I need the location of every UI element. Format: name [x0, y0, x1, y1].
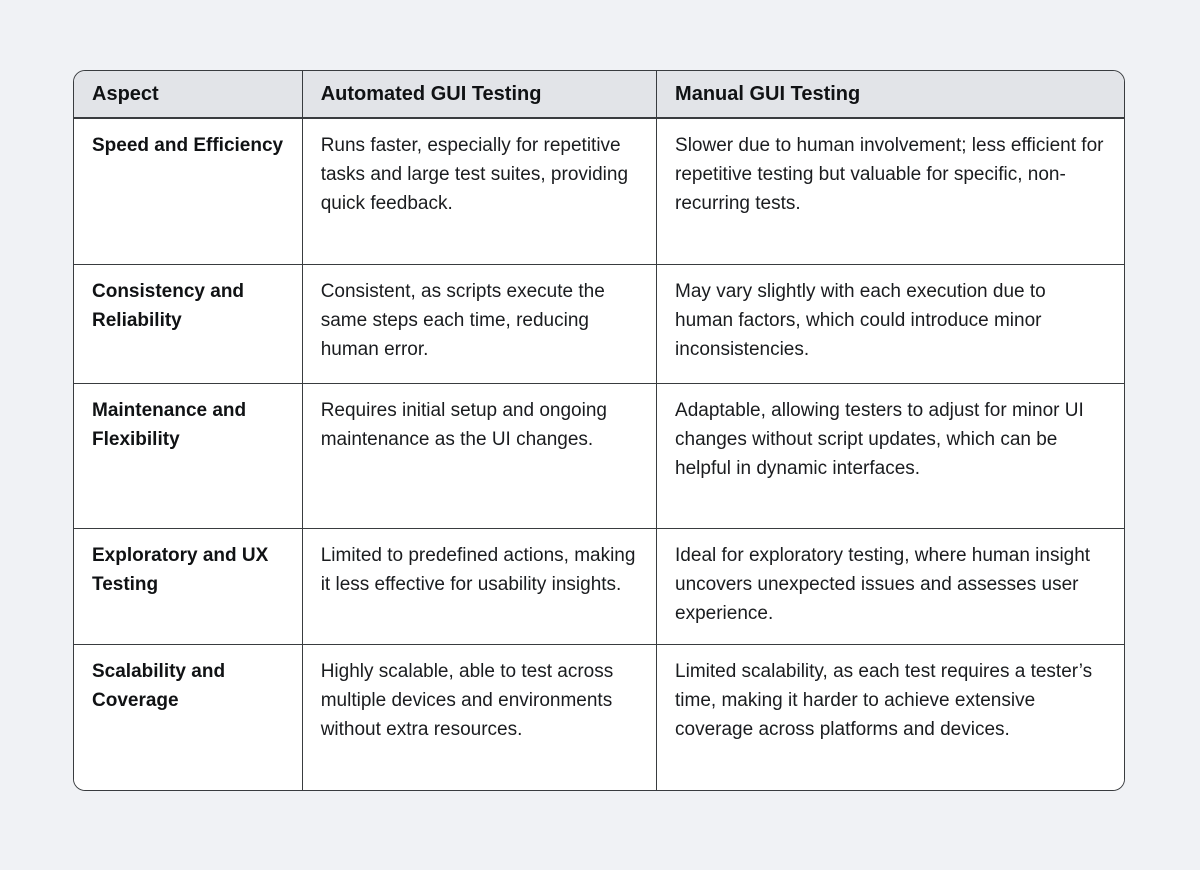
cell-manual: Adaptable, allowing testers to adjust fo…	[656, 383, 1124, 529]
cell-aspect: Maintenance and Flexibility	[74, 383, 303, 529]
table-body: Speed and Efficiency Runs faster, especi…	[74, 118, 1124, 790]
table-row: Scalability and Coverage Highly scalable…	[74, 644, 1124, 790]
comparison-table-container: Aspect Automated GUI Testing Manual GUI …	[73, 70, 1125, 791]
cell-manual: Slower due to human involvement; less ef…	[656, 118, 1124, 265]
table-row: Speed and Efficiency Runs faster, especi…	[74, 118, 1124, 265]
cell-automated: Limited to predefined actions, making it…	[302, 528, 658, 645]
cell-manual: May vary slightly with each execution du…	[656, 264, 1124, 384]
table-row: Consistency and Reliability Consistent, …	[74, 264, 1124, 384]
column-header-automated: Automated GUI Testing	[302, 71, 658, 119]
header-row: Aspect Automated GUI Testing Manual GUI …	[74, 71, 1124, 119]
column-header-manual: Manual GUI Testing	[656, 71, 1124, 119]
cell-aspect: Speed and Efficiency	[74, 118, 303, 265]
cell-manual: Ideal for exploratory testing, where hum…	[656, 528, 1124, 645]
gui-testing-comparison-table: Aspect Automated GUI Testing Manual GUI …	[74, 71, 1124, 790]
table-header: Aspect Automated GUI Testing Manual GUI …	[74, 71, 1124, 119]
cell-automated: Consistent, as scripts execute the same …	[302, 264, 658, 384]
cell-aspect: Exploratory and UX Testing	[74, 528, 303, 645]
cell-manual: Limited scalability, as each test requir…	[656, 644, 1124, 790]
cell-automated: Runs faster, especially for repetitive t…	[302, 118, 658, 265]
column-header-aspect: Aspect	[74, 71, 303, 119]
cell-automated: Requires initial setup and ongoing maint…	[302, 383, 658, 529]
table-row: Maintenance and Flexibility Requires ini…	[74, 383, 1124, 529]
cell-aspect: Scalability and Coverage	[74, 644, 303, 790]
cell-aspect: Consistency and Reliability	[74, 264, 303, 384]
cell-automated: Highly scalable, able to test across mul…	[302, 644, 658, 790]
table-row: Exploratory and UX Testing Limited to pr…	[74, 528, 1124, 645]
